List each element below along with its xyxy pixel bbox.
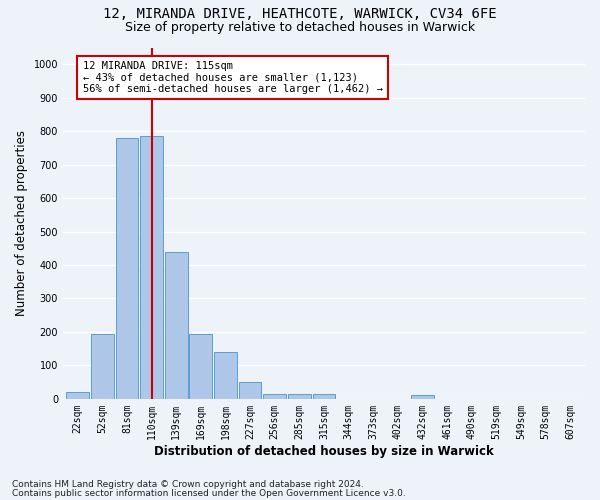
Text: 12 MIRANDA DRIVE: 115sqm
← 43% of detached houses are smaller (1,123)
56% of sem: 12 MIRANDA DRIVE: 115sqm ← 43% of detach… (83, 61, 383, 94)
Bar (239, 382, 262, 399)
Bar (140, 136, 163, 399)
Text: Size of property relative to detached houses in Warwick: Size of property relative to detached ho… (125, 21, 475, 34)
Bar (116, 138, 138, 399)
Text: Contains public sector information licensed under the Open Government Licence v3: Contains public sector information licen… (12, 488, 406, 498)
Bar (190, 334, 212, 399)
Bar (288, 394, 311, 399)
X-axis label: Distribution of detached houses by size in Warwick: Distribution of detached houses by size … (154, 444, 494, 458)
Y-axis label: Number of detached properties: Number of detached properties (15, 130, 28, 316)
Bar (67, 392, 89, 399)
Bar (313, 394, 335, 399)
Text: Contains HM Land Registry data © Crown copyright and database right 2024.: Contains HM Land Registry data © Crown c… (12, 480, 364, 489)
Bar (411, 395, 434, 399)
Bar (165, 252, 188, 399)
Bar (214, 352, 237, 399)
Text: 12, MIRANDA DRIVE, HEATHCOTE, WARWICK, CV34 6FE: 12, MIRANDA DRIVE, HEATHCOTE, WARWICK, C… (103, 8, 497, 22)
Bar (263, 394, 286, 399)
Bar (91, 334, 113, 399)
